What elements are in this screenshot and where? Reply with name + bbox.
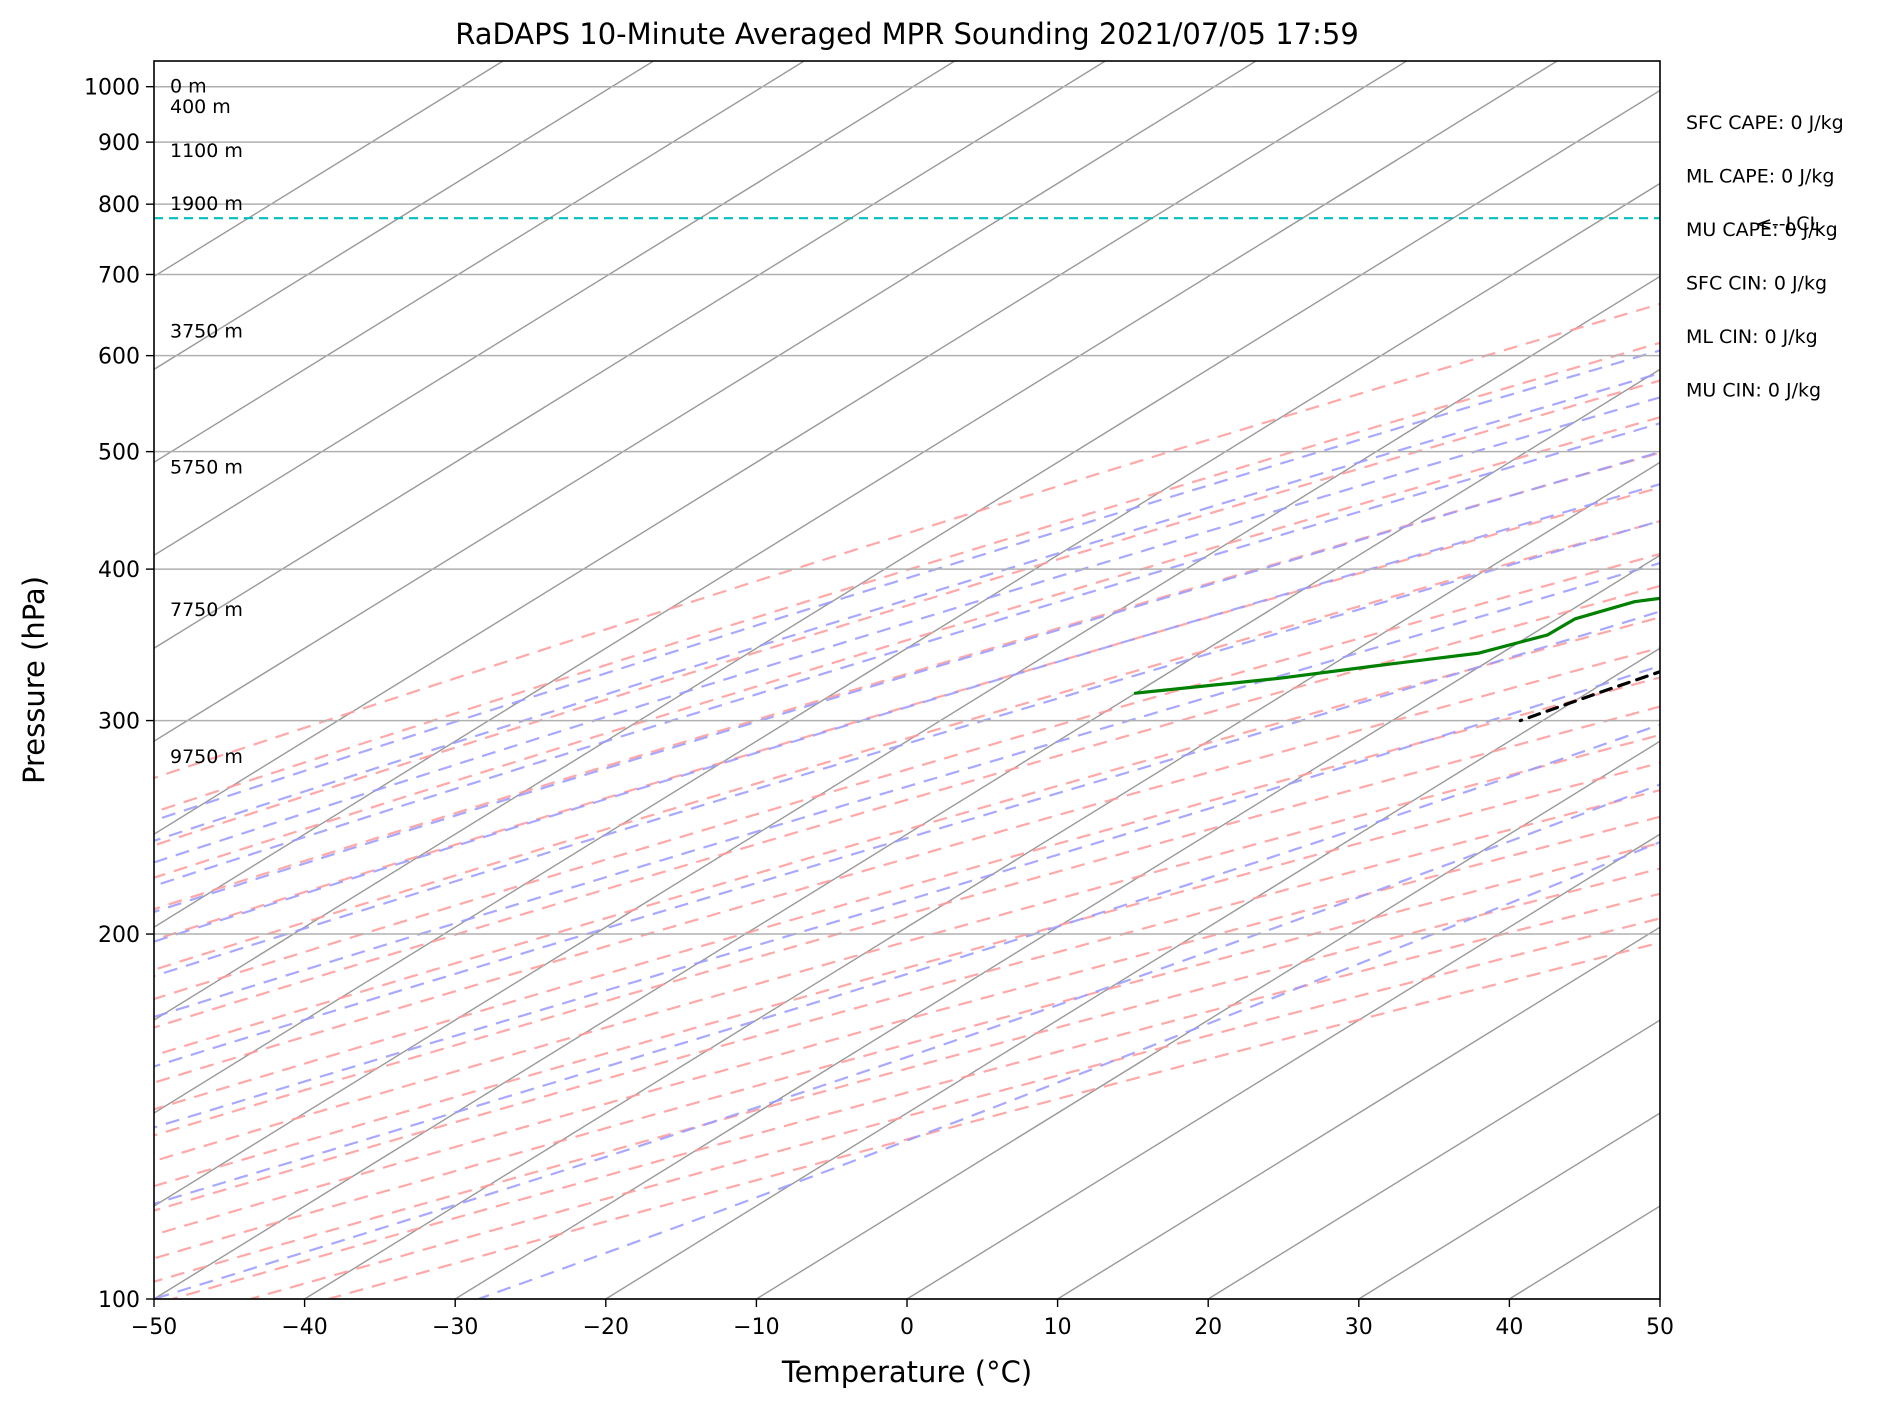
- height-label: 400 m: [170, 96, 231, 118]
- reference-lines: [154, 61, 1660, 1299]
- isotherm-line: [154, 61, 1106, 650]
- y-tick-label: 100: [98, 1288, 140, 1313]
- isotherm-line: [454, 554, 1660, 1299]
- x-tick-label: −10: [733, 1315, 779, 1340]
- x-axis-label: Temperature (°C): [781, 1355, 1032, 1389]
- dry-adiabat-line: [154, 416, 1660, 879]
- y-tick-label: 600: [98, 345, 140, 370]
- isotherm-line: [154, 61, 1407, 836]
- isotherm-line: [154, 368, 1660, 1299]
- stability-index-text: MU CIN: 0 J/kg: [1686, 380, 1821, 402]
- chart-title: RaDAPS 10-Minute Averaged MPR Sounding 2…: [455, 17, 1359, 51]
- isotherm-line: [154, 275, 1660, 1207]
- height-label: 0 m: [170, 76, 207, 98]
- dry-adiabat-line: [154, 451, 1660, 911]
- isotherm-line: [154, 61, 1558, 928]
- moist-adiabat-line: [154, 483, 1660, 943]
- x-tick-label: −40: [281, 1315, 327, 1340]
- height-label: 1100 m: [170, 140, 243, 162]
- y-axis-label: Pressure (hPa): [17, 576, 51, 784]
- moist-adiabat-line: [154, 396, 1660, 864]
- moist-adiabat-line: [154, 783, 1660, 1299]
- x-tick-label: −30: [432, 1315, 478, 1340]
- y-tick-label: 900: [98, 131, 140, 156]
- dry-adiabat-line: [154, 705, 1660, 1137]
- x-tick-label: 20: [1194, 1315, 1222, 1340]
- x-tick-label: 30: [1345, 1315, 1373, 1340]
- moist-adiabat-line: [154, 372, 1660, 842]
- lcl-label: <--LCL: [1756, 213, 1820, 235]
- isotherm-line: [154, 182, 1660, 1114]
- height-label: 9750 m: [170, 746, 243, 768]
- height-label: 7750 m: [170, 599, 243, 621]
- height-label: 1900 m: [170, 193, 243, 215]
- x-tick-label: 40: [1495, 1315, 1523, 1340]
- height-labels: 9750 m 7750 m 5750 m 3750 m 1900 m 1100 m 400 …: [170, 76, 243, 768]
- dry-adiabat-line: [154, 676, 1660, 1111]
- isotherm-line: [304, 461, 1660, 1299]
- stability-index-text: MU CAPE: 0 J/kg: [1686, 219, 1838, 241]
- moist-adiabat-line: [154, 422, 1660, 888]
- dry-adiabat-line: [154, 341, 1660, 814]
- dry-adiabat-line: [154, 646, 1660, 1084]
- x-axis-ticks: −50 −40 −30 −20 −10 0 10 20 30 40 50: [131, 1299, 1674, 1340]
- y-axis-ticks: 100 200 300 400 500 600 700 800 900 1000: [84, 76, 154, 1313]
- stability-index-text: ML CAPE: 0 J/kg: [1686, 166, 1834, 188]
- isotherm-line: [154, 89, 1660, 1021]
- stability-index-text: SFC CAPE: 0 J/kg: [1686, 112, 1844, 134]
- isotherm-line: [154, 61, 504, 278]
- y-tick-label: 400: [98, 558, 140, 583]
- isotherm-line: [756, 740, 1660, 1299]
- isotherm-line: [605, 647, 1660, 1299]
- x-tick-label: 50: [1646, 1315, 1674, 1340]
- moist-adiabat-line: [154, 664, 1660, 1129]
- stability-indices: SFC CAPE: 0 J/kg ML CAPE: 0 J/kg MU CAPE: …: [1686, 112, 1844, 402]
- moist-adiabat-line: [154, 561, 1660, 1019]
- isotherm-line: [154, 61, 1257, 743]
- y-tick-label: 200: [98, 923, 140, 948]
- isotherm-line: [154, 61, 654, 371]
- profile-lines: [154, 217, 1660, 723]
- stability-index-text: ML CIN: 0 J/kg: [1686, 326, 1818, 348]
- moist-adiabat-line: [154, 723, 1660, 1205]
- y-tick-label: 700: [98, 263, 140, 288]
- isotherm-line: [906, 833, 1660, 1299]
- y-tick-label: 300: [98, 710, 140, 735]
- x-tick-label: 10: [1044, 1315, 1072, 1340]
- height-label: 3750 m: [170, 321, 243, 343]
- moist-adiabat-line: [154, 450, 1660, 914]
- isotherm-line: [154, 61, 956, 557]
- x-tick-label: −20: [583, 1315, 629, 1340]
- height-label: 5750 m: [170, 457, 243, 479]
- dry-adiabat-line: [154, 616, 1660, 1057]
- dry-adiabat-line: [154, 379, 1660, 847]
- y-tick-label: 500: [98, 441, 140, 466]
- isotherm-line: [1057, 926, 1660, 1299]
- x-tick-label: 0: [900, 1315, 914, 1340]
- stability-index-text: SFC CIN: 0 J/kg: [1686, 273, 1827, 295]
- y-tick-label: 1000: [84, 76, 140, 101]
- x-tick-label: −50: [131, 1315, 177, 1340]
- y-tick-label: 800: [98, 193, 140, 218]
- isotherm-line: [1207, 1019, 1660, 1299]
- isotherm-line: [154, 61, 805, 464]
